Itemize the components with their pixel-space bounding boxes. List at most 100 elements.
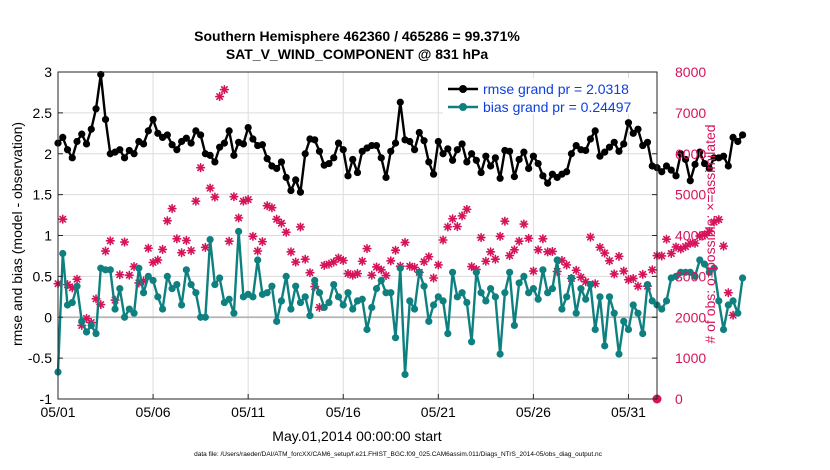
rmse-point-114 bbox=[596, 152, 604, 160]
bias-point-93 bbox=[496, 350, 504, 358]
bias-point-75 bbox=[410, 305, 419, 313]
obs-possible-series bbox=[53, 84, 738, 404]
rmse-point-101 bbox=[534, 159, 542, 168]
bias-point-28 bbox=[187, 280, 195, 289]
obs-possible-point-64 bbox=[357, 256, 367, 266]
obs-possible-point-101-d2 bbox=[534, 246, 542, 254]
obs-possible-point-139-d2 bbox=[715, 216, 723, 224]
obs-possible-point-29 bbox=[191, 196, 201, 206]
chart-title-line-1: Southern Hemisphere 462360 / 465286 = 99… bbox=[194, 28, 520, 44]
rmse-point-98 bbox=[520, 148, 528, 156]
obs-possible-point-68 bbox=[376, 265, 386, 275]
obs-possible-point-89 bbox=[476, 232, 486, 243]
rmse-point-109 bbox=[572, 141, 580, 150]
rmse-point-10 bbox=[101, 115, 110, 124]
rmse-point-96 bbox=[510, 173, 518, 181]
bias-point-6 bbox=[82, 328, 91, 336]
rmse-point-105 bbox=[553, 173, 561, 182]
bias-point-101 bbox=[534, 295, 542, 303]
obs-possible-point-49-d2 bbox=[287, 248, 295, 256]
bias-point-33 bbox=[211, 280, 219, 289]
bias-point-19 bbox=[144, 272, 152, 280]
rmse-point-86 bbox=[463, 158, 471, 166]
rmse-point-136 bbox=[700, 159, 709, 168]
rmse-point-111 bbox=[582, 146, 590, 155]
rmse-point-108 bbox=[567, 150, 576, 158]
obs-possible-point-69 bbox=[381, 270, 391, 281]
obs-possible-point-31 bbox=[200, 242, 210, 252]
obs-possible-point-81 bbox=[438, 235, 448, 245]
obs-possible-point-51 bbox=[295, 222, 306, 232]
obs-possible-point-14 bbox=[119, 237, 130, 247]
bias-point-140 bbox=[719, 325, 728, 334]
obs-possible-point-43-d2 bbox=[258, 238, 266, 246]
bias-point-103 bbox=[544, 289, 552, 297]
obs-possible-point-35-d2 bbox=[220, 86, 228, 94]
obs-possible-point-70 bbox=[386, 256, 396, 266]
obs-possible-point-50 bbox=[291, 257, 301, 267]
rmse-point-93 bbox=[496, 174, 504, 182]
obs-possible-point-41 bbox=[248, 231, 258, 241]
obs-possible-point-59-d2 bbox=[334, 254, 343, 262]
obs-possible-point-67-d2 bbox=[372, 263, 381, 271]
obs-possible-point-10 bbox=[100, 246, 111, 256]
obs-possible-point-79-d2 bbox=[430, 274, 438, 282]
obs-possible-point-134 bbox=[690, 238, 700, 248]
rmse-point-78 bbox=[425, 158, 433, 166]
rmse-point-59 bbox=[334, 139, 343, 147]
bias-point-82 bbox=[444, 330, 452, 338]
obs-possible-point-125 bbox=[647, 265, 657, 275]
obs-possible-point-4-d2 bbox=[73, 275, 81, 283]
rmse-point-103 bbox=[544, 179, 552, 187]
obs-possible-point-78-d2 bbox=[425, 253, 433, 261]
rmse-point-34 bbox=[216, 143, 224, 151]
rmse-point-141 bbox=[724, 162, 732, 170]
rmse-point-81 bbox=[439, 150, 447, 158]
rmse-point-104 bbox=[548, 170, 557, 178]
obs-possible-point-21-d2 bbox=[154, 256, 162, 264]
bias-point-112 bbox=[586, 280, 595, 289]
obs-possible-point-19-d2 bbox=[144, 244, 152, 252]
rmse-point-58 bbox=[330, 154, 338, 162]
obs-possible-point-4 bbox=[72, 274, 82, 284]
obs-possible-point-89-d2 bbox=[477, 234, 485, 242]
bias-point-123 bbox=[639, 330, 647, 338]
rmse-point-91 bbox=[487, 162, 495, 170]
obs-possible-point-130-d2 bbox=[672, 243, 680, 251]
rmse-point-107 bbox=[563, 168, 571, 176]
x-axis-ticks: 05/01 05/06 05/11 05/16 05/21 05/26 05/31 bbox=[40, 394, 646, 420]
obs-possible-point-48 bbox=[281, 227, 291, 237]
obs-possible-point-115 bbox=[600, 248, 610, 258]
bias-point-4 bbox=[73, 282, 81, 290]
obs-possible-point-64-d2 bbox=[358, 257, 366, 265]
bias-point-32 bbox=[206, 235, 214, 244]
obs-possible-point-129 bbox=[666, 248, 676, 259]
bias-point-50 bbox=[292, 282, 300, 290]
obs-possible-point-139 bbox=[714, 214, 724, 225]
rmse-point-40 bbox=[244, 123, 252, 132]
rmse-point-135 bbox=[696, 148, 704, 156]
obs-possible-point-30-d2 bbox=[197, 164, 205, 172]
rmse-point-95 bbox=[506, 147, 514, 155]
bias-point-98 bbox=[520, 272, 528, 280]
legend: rmse grand pr = 2.0318 bias grand pr = 0… bbox=[443, 78, 653, 115]
rmse-point-52 bbox=[301, 150, 309, 158]
bias-point-97 bbox=[515, 279, 523, 287]
bias-point-99 bbox=[525, 289, 533, 297]
bias-point-134 bbox=[691, 272, 699, 280]
obs-possible-point-96 bbox=[509, 245, 519, 255]
rmse-point-14 bbox=[120, 154, 129, 162]
obs-possible-point-53 bbox=[305, 268, 315, 278]
bias-point-85 bbox=[458, 289, 466, 297]
bias-point-100 bbox=[529, 285, 537, 293]
left-tick-label-6: 2 bbox=[44, 146, 52, 162]
rmse-point-120 bbox=[624, 119, 633, 127]
grid-lines bbox=[57, 71, 657, 400]
x-axis-label: May.01,2014 00:00:00 start bbox=[272, 428, 442, 444]
rmse-point-127 bbox=[658, 168, 666, 176]
obs-possible-point-121 bbox=[628, 273, 638, 284]
left-tick-label-5: 1.5 bbox=[33, 187, 53, 203]
obs-possible-point-91-d2 bbox=[487, 248, 495, 256]
obs-possible-point-98 bbox=[519, 219, 529, 229]
rmse-point-70 bbox=[387, 147, 395, 155]
